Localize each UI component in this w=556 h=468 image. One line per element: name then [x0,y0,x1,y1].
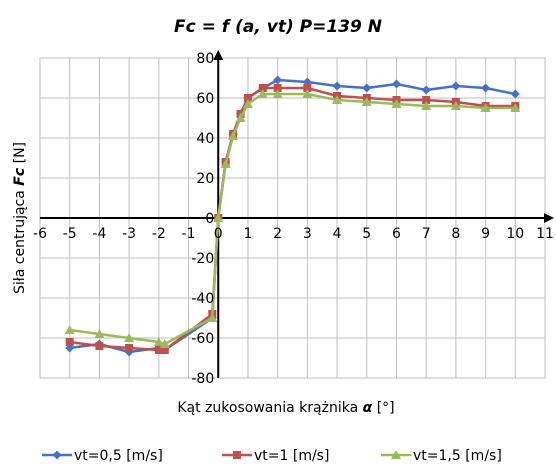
data-point [207,313,218,322]
data-point [451,81,461,91]
x-tick-label: 9 [481,226,490,242]
data-point [125,344,134,352]
data-point [332,81,342,91]
y-axis-label: Siła centrująca Fc [N] [12,142,28,294]
y-axis-label-symbol: Fc [12,167,28,186]
x-tick-label: 7 [422,226,431,242]
legend: vt=0,5 [m/s] vt=1 [m/s] vt=1,5 [m/s] [42,448,502,464]
x-tick-label: 5 [362,226,371,242]
data-point [510,89,520,99]
x-tick-label: -3 [122,226,136,242]
y-tick-label: 80 [196,51,214,67]
y-tick-label: -40 [191,291,214,307]
x-tick-label: -1 [182,226,196,242]
legend-label-2: vt=1,5 [m/s] [413,448,502,464]
data-point [64,325,75,334]
data-point [480,103,491,112]
data-point [481,83,491,93]
legend-label-1: vt=1 [m/s] [254,448,329,464]
data-point [391,79,401,89]
data-point [154,346,163,354]
y-tick-label: 20 [196,171,214,187]
x-tick-label: 6 [392,226,401,242]
data-point [235,113,246,122]
data-point [273,75,283,85]
data-point [332,95,343,104]
data-point [65,338,74,346]
data-point [257,89,268,98]
data-point [124,333,135,342]
data-point [220,159,231,168]
x-tick-label: 0 [214,226,223,242]
data-point [94,329,105,338]
data-point [272,89,283,98]
chart-title: Fc = f (a, vt) P=139 N [174,17,382,37]
data-point [95,342,104,350]
data-point [362,83,372,93]
legend-marker-2 [391,450,401,459]
x-tick-label: 8 [451,226,460,242]
data-point [421,101,432,110]
legend-marker-1 [233,451,241,459]
plot-area: -6 -5 -4 -3 -2 -1 0 1 2 3 4 5 6 7 8 9 10 11-80-60-40-2002… [33,50,554,387]
data-point [243,94,252,102]
data-point [242,99,253,108]
data-point [159,339,170,348]
x-tick-label: 10 [506,226,524,242]
x-tick-label: 1 [243,226,252,242]
series-line-0 [69,78,516,354]
legend-marker-0 [52,450,62,460]
x-axis-label-symbol: α [363,400,373,416]
x-tick-label: 3 [303,226,312,242]
data-point [153,337,164,346]
y-tick-label: -20 [191,251,214,267]
x-tick-label: 11 [536,226,554,242]
x-tick-label: 4 [333,226,342,242]
data-point [421,85,431,95]
data-point [273,84,282,92]
legend-label-0: vt=0,5 [m/s] [74,448,163,464]
y-axis-arrow [213,50,224,60]
data-point [228,131,239,140]
data-point [361,97,372,106]
x-tick-label: -5 [63,226,77,242]
data-point [391,99,402,108]
x-axis-label-text: Kąt zukosowania krążnika [177,400,358,416]
data-point [302,89,313,98]
x-axis-arrow [544,213,554,223]
y-tick-label: 0 [205,211,214,227]
y-tick-label: 40 [196,131,214,147]
x-tick-label: 2 [273,226,282,242]
data-point [213,213,224,222]
y-axis-label-text: Siła centrująca [12,190,28,294]
data-point [258,84,267,92]
data-point [450,101,461,110]
y-tick-label: -80 [191,371,214,387]
x-axis-label: Kąt zukosowania krążnika α [°] [177,400,394,416]
data-point [160,346,169,354]
x-tick-label: -4 [92,226,106,242]
data-point [422,96,431,104]
data-point [303,84,312,92]
x-axis-label-unit: [°] [377,400,395,416]
x-tick-label: -6 [33,226,47,242]
y-tick-label: -60 [191,331,214,347]
y-axis-label-unit: [N] [12,142,28,163]
data-point [510,103,521,112]
y-tick-label: 60 [196,91,214,107]
x-tick-label: -2 [152,226,166,242]
